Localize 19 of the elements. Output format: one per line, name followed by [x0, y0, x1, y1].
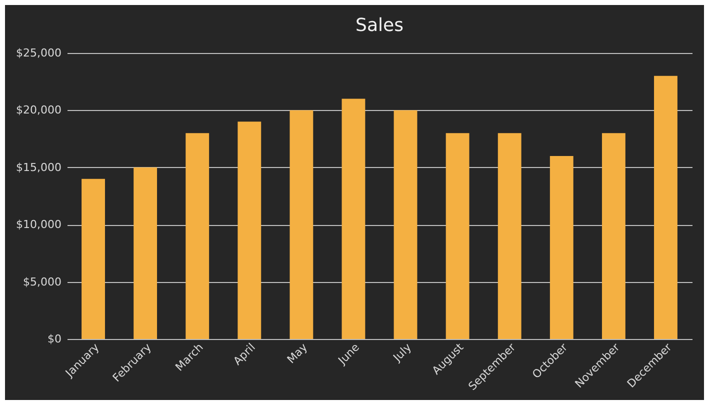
bar [550, 156, 574, 339]
y-tick-label: $10,000 [16, 218, 62, 232]
bar [498, 133, 522, 339]
chart-title: Sales [356, 15, 404, 36]
bar [238, 122, 262, 339]
y-tick-label: $0 [48, 332, 62, 346]
y-tick-label: $15,000 [16, 160, 62, 174]
y-tick-label: $5,000 [23, 275, 62, 288]
bar [446, 133, 470, 339]
bar [602, 133, 626, 339]
bar [394, 110, 418, 339]
bar [654, 76, 678, 339]
bar [186, 133, 210, 339]
bar [82, 178, 105, 339]
y-tick-label: $25,000 [16, 46, 62, 60]
bar [134, 167, 158, 339]
y-tick-label: $20,000 [16, 104, 62, 117]
bar [342, 98, 366, 339]
bar [290, 110, 314, 339]
